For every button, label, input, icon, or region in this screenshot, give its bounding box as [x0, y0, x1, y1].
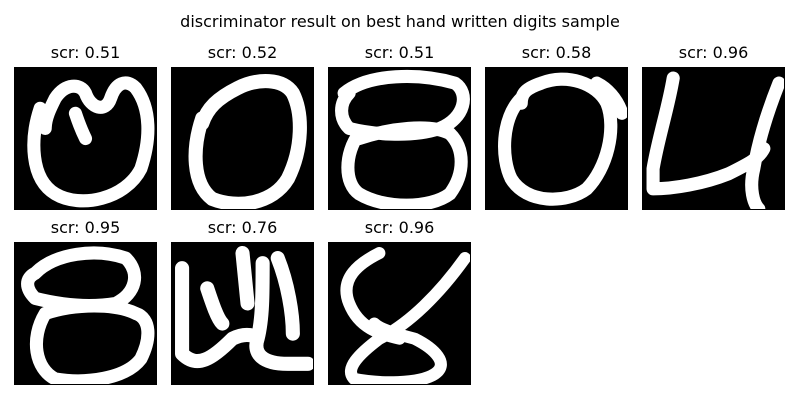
sample-panel-7: scr: 0.76 — [171, 217, 314, 385]
digit-image-frame — [171, 67, 314, 210]
figure-title: discriminator result on best hand writte… — [180, 12, 620, 31]
sample-score-label: scr: 0.96 — [678, 43, 749, 62]
sample-score-label: scr: 0.95 — [50, 218, 121, 237]
sample-score-label: scr: 0.76 — [207, 218, 278, 237]
digit-4-image — [175, 246, 313, 371]
sample-panel-3: scr: 0.51 — [328, 42, 471, 210]
digit-0-image — [188, 74, 307, 209]
digit-image-frame — [14, 242, 157, 385]
digit-0-image — [498, 72, 627, 206]
digit-image-frame — [328, 67, 471, 210]
sample-score-label: scr: 0.52 — [207, 43, 278, 62]
digit-image-frame — [485, 67, 628, 210]
sample-panel-1: scr: 0.51 — [14, 42, 157, 210]
sample-panel-6: scr: 0.95 — [14, 217, 157, 385]
digit-image-frame — [642, 67, 785, 210]
digit-0-image — [27, 76, 155, 208]
sample-score-label: scr: 0.51 — [364, 43, 435, 62]
digit-8-image — [335, 70, 470, 209]
digit-8-image — [21, 246, 155, 384]
digit-4-image — [646, 71, 784, 209]
sample-score-label: scr: 0.96 — [364, 218, 435, 237]
sample-panel-8: scr: 0.96 — [328, 217, 471, 385]
sample-panel-2: scr: 0.52 — [171, 42, 314, 210]
digit-image-frame — [171, 242, 314, 385]
digit-image-frame — [14, 67, 157, 210]
sample-panel-5: scr: 0.96 — [642, 42, 785, 210]
sample-score-label: scr: 0.58 — [521, 43, 592, 62]
digit-8-image — [340, 247, 470, 384]
sample-score-label: scr: 0.51 — [50, 43, 121, 62]
sample-panel-4: scr: 0.58 — [485, 42, 628, 210]
digit-image-frame — [328, 242, 471, 385]
